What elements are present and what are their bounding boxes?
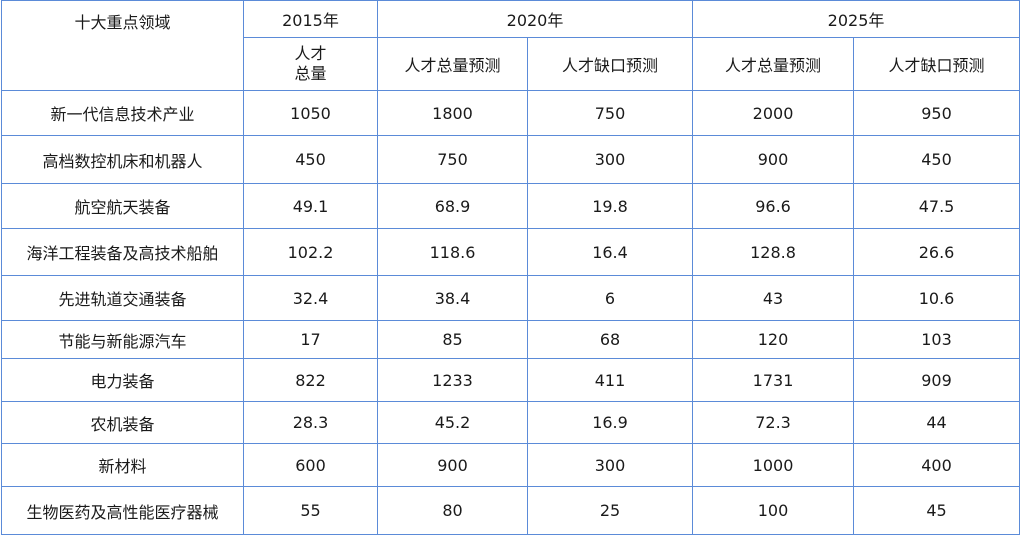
value-cell: 900 [377, 443, 528, 487]
value-cell: 100 [692, 486, 855, 535]
value-cell: 822 [243, 358, 378, 402]
value-cell: 43 [692, 275, 855, 321]
sub-header-text: 人才总量 [294, 44, 327, 83]
table-row: 电力装备 822 1233 411 1731 909 [1, 358, 1020, 402]
value-cell: 47.5 [853, 183, 1020, 229]
value-cell: 68 [526, 320, 694, 359]
value-cell: 32.4 [243, 275, 378, 321]
value-cell: 55 [243, 486, 378, 535]
value-cell: 300 [526, 135, 694, 184]
table-row: 生物医药及高性能医疗器械 55 80 25 100 45 [1, 486, 1020, 535]
year-header: 2020年 [376, 0, 694, 38]
value-cell: 38.4 [377, 275, 528, 321]
value-cell: 300 [526, 443, 694, 487]
sub-header: 人才总量预测 [692, 37, 855, 91]
table-row: 新材料 600 900 300 1000 400 [1, 443, 1020, 487]
value-cell: 900 [692, 135, 855, 184]
field-cell: 高档数控机床和机器人 [1, 135, 244, 184]
table-row: 航空航天装备 49.1 68.9 19.8 96.6 47.5 [1, 183, 1020, 229]
sub-header: 人才缺口预测 [526, 37, 694, 91]
value-cell: 1731 [692, 358, 855, 402]
sub-header: 人才缺口预测 [853, 37, 1020, 91]
value-cell: 49.1 [243, 183, 378, 229]
value-cell: 950 [853, 90, 1020, 136]
field-cell: 海洋工程装备及高技术船舶 [1, 228, 244, 276]
table-body: 新一代信息技术产业 1050 1800 750 2000 950 高档数控机床和机器人 450… [1, 90, 1020, 535]
value-cell: 450 [853, 135, 1020, 184]
field-cell: 航空航天装备 [1, 183, 244, 229]
value-cell: 96.6 [692, 183, 855, 229]
year-header: 2015年 [243, 0, 378, 38]
value-cell: 25 [526, 486, 694, 535]
field-cell: 生物医药及高性能医疗器械 [1, 486, 244, 535]
field-cell: 先进轨道交通装备 [1, 275, 244, 321]
field-cell: 节能与新能源汽车 [1, 320, 244, 359]
value-cell: 2000 [692, 90, 855, 136]
value-cell: 400 [853, 443, 1020, 487]
value-cell: 16.9 [526, 401, 694, 444]
value-cell: 128.8 [692, 228, 855, 276]
value-cell: 10.6 [853, 275, 1020, 321]
value-cell: 1050 [243, 90, 378, 136]
value-cell: 44 [853, 401, 1020, 444]
field-cell: 新材料 [1, 443, 244, 487]
value-cell: 102.2 [243, 228, 378, 276]
value-cell: 17 [243, 320, 378, 359]
table-row: 新一代信息技术产业 1050 1800 750 2000 950 [1, 90, 1020, 136]
value-cell: 28.3 [243, 401, 378, 444]
value-cell: 750 [377, 135, 528, 184]
value-cell: 6 [526, 275, 694, 321]
table-row: 海洋工程装备及高技术船舶 102.2 118.6 16.4 128.8 26.6 [1, 228, 1020, 276]
value-cell: 750 [526, 90, 694, 136]
value-cell: 411 [526, 358, 694, 402]
value-cell: 45 [853, 486, 1020, 535]
value-cell: 120 [692, 320, 855, 359]
value-cell: 80 [377, 486, 528, 535]
sub-header: 人才总量 [243, 37, 378, 91]
value-cell: 450 [243, 135, 378, 184]
value-cell: 72.3 [692, 401, 855, 444]
table-row: 先进轨道交通装备 32.4 38.4 6 43 10.6 [1, 275, 1020, 321]
value-cell: 600 [243, 443, 378, 487]
sub-header: 人才总量预测 [377, 37, 528, 91]
value-cell: 68.9 [377, 183, 528, 229]
table-row: 节能与新能源汽车 17 85 68 120 103 [1, 320, 1020, 359]
table-row: 高档数控机床和机器人 450 750 300 900 450 [1, 135, 1020, 184]
value-cell: 45.2 [377, 401, 528, 444]
table-row: 农机装备 28.3 45.2 16.9 72.3 44 [1, 401, 1020, 444]
value-cell: 19.8 [526, 183, 694, 229]
value-cell: 85 [377, 320, 528, 359]
value-cell: 1000 [692, 443, 855, 487]
value-cell: 16.4 [526, 228, 694, 276]
value-cell: 1800 [377, 90, 528, 136]
value-cell: 103 [853, 320, 1020, 359]
value-cell: 1233 [377, 358, 528, 402]
value-cell: 118.6 [377, 228, 528, 276]
field-cell: 新一代信息技术产业 [1, 90, 244, 136]
value-cell: 909 [853, 358, 1020, 402]
year-header: 2025年 [692, 0, 1020, 38]
field-header: 十大重点领域 [1, 0, 244, 91]
value-cell: 26.6 [853, 228, 1020, 276]
field-cell: 农机装备 [1, 401, 244, 444]
field-cell: 电力装备 [1, 358, 244, 402]
